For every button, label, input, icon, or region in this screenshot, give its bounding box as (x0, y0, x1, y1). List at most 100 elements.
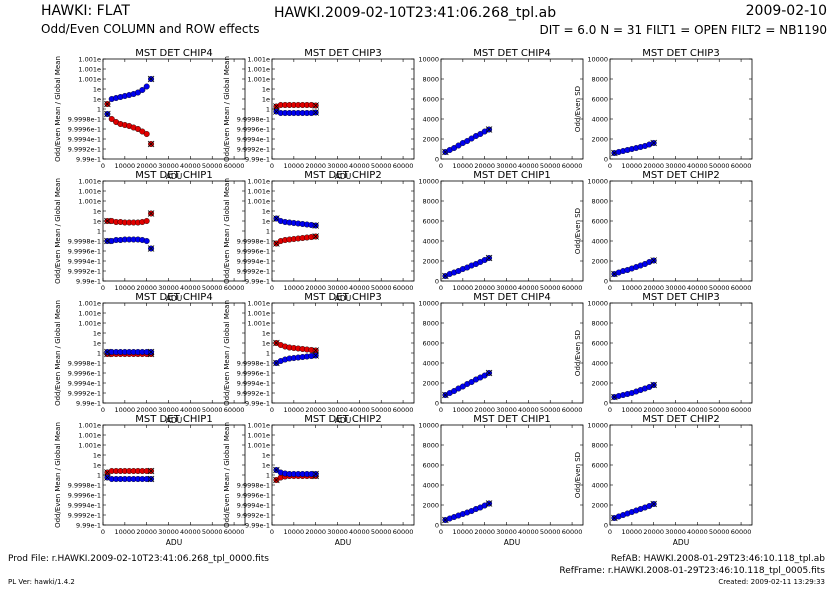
y-tick-label: 1.001e (247, 320, 270, 328)
y-tick-label: 4000 (591, 482, 608, 490)
data-point (143, 83, 150, 90)
y-tick-label: 9.9992e-1 (237, 390, 270, 398)
y-tick-label: 9.99e-1 (76, 156, 101, 164)
y-tick-label: 9.99e-1 (76, 278, 101, 286)
x-tick-label: 40000 (180, 162, 201, 170)
y-tick-label: 9.9996e-1 (237, 370, 270, 378)
endpoint-cross-marker (485, 254, 493, 262)
y-tick-label: 0 (435, 156, 439, 164)
endpoint-cross-marker (650, 381, 657, 389)
plot-frame (102, 58, 246, 160)
endpoint-cross-marker (312, 109, 319, 116)
y-tick-label: 1.001e (247, 442, 270, 450)
data-point (139, 86, 146, 93)
y-tick-label: 9.99e-1 (76, 400, 101, 408)
endpoint-cross-marker (147, 140, 155, 148)
y-tick-label: 2000 (591, 258, 608, 266)
y-tick-label: 0 (604, 156, 608, 164)
x-tick-label: 60000 (731, 162, 752, 170)
y-tick-label: 1e (262, 96, 270, 104)
x-tick-label: 0 (101, 284, 105, 292)
x-tick-label: 30000 (665, 406, 686, 414)
x-tick-label: 20000 (474, 528, 495, 536)
x-tick-label: 0 (270, 528, 274, 536)
plot-frame (440, 424, 584, 526)
chart-title: MST DET CHIP1 (473, 170, 550, 181)
y-tick-label: 9.9996e-1 (237, 492, 270, 500)
plot-frame (102, 424, 246, 526)
x-tick-label: 60000 (224, 406, 245, 414)
x-tick-label: 20000 (305, 528, 326, 536)
y-tick-label: 1 (97, 472, 101, 480)
x-tick-label: 20000 (643, 406, 664, 414)
x-tick-label: 40000 (180, 528, 201, 536)
chart-title: MST DET CHIP2 (642, 170, 719, 181)
x-tick-label: 50000 (540, 528, 561, 536)
x-tick-label: 60000 (562, 284, 583, 292)
y-tick-label: 9.99e-1 (245, 400, 270, 408)
y-axis-label: Odd/Even Mean / Global Mean (54, 300, 62, 406)
chart-title: MST DET CHIP2 (304, 414, 381, 425)
plot-frame (271, 302, 415, 404)
y-tick-label: 1e (93, 86, 101, 94)
endpoint-cross-marker (312, 102, 319, 109)
chart-title: MST DET CHIP3 (304, 292, 381, 303)
y-tick-label: 8000 (591, 442, 608, 450)
x-tick-label: 10000 (115, 528, 136, 536)
y-tick-label: 2000 (422, 258, 439, 266)
chart-title: MST DET CHIP1 (135, 170, 212, 181)
x-tick-label: 60000 (393, 162, 414, 170)
y-tick-label: 0 (435, 400, 439, 408)
x-tick-label: 40000 (349, 406, 370, 414)
y-tick-label: 4000 (591, 116, 608, 124)
y-tick-label: 1.001e (78, 310, 101, 318)
x-tick-label: 60000 (562, 406, 583, 414)
y-tick-label: 9.9998e-1 (68, 360, 101, 368)
y-tick-label: 6000 (422, 218, 439, 226)
y-tick-label: 9.9998e-1 (237, 116, 270, 124)
x-tick-label: 40000 (687, 406, 708, 414)
x-tick-label: 20000 (305, 406, 326, 414)
x-tick-label: 0 (270, 284, 274, 292)
y-tick-label: 0 (435, 522, 439, 530)
y-tick-label: 9.9996e-1 (237, 248, 270, 256)
chart-title: MST DET CHIP2 (642, 414, 719, 425)
endpoint-cross-marker (650, 500, 657, 508)
report-title: HAWKI: FLAT (41, 3, 130, 19)
endpoint-cross-marker (104, 100, 111, 108)
y-tick-label: 9.9994e-1 (68, 502, 101, 510)
x-axis-label: ADU (166, 538, 182, 547)
x-axis-label: ADU (504, 538, 520, 547)
x-tick-label: 60000 (224, 162, 245, 170)
x-tick-label: 60000 (393, 284, 414, 292)
endpoint-cross-marker (104, 348, 111, 356)
endpoint-cross-marker (104, 237, 111, 245)
x-tick-label: 10000 (284, 406, 305, 414)
endpoint-cross-marker (650, 257, 657, 264)
x-tick-label: 10000 (622, 162, 643, 170)
x-tick-label: 10000 (622, 284, 643, 292)
x-tick-label: 10000 (115, 284, 136, 292)
x-tick-label: 60000 (224, 528, 245, 536)
x-tick-label: 50000 (709, 284, 730, 292)
y-axis-label: Odd/Even Mean / Global Mean (54, 178, 62, 284)
data-point (143, 217, 150, 224)
y-axis-label: Odd/Even SD (574, 330, 582, 376)
plot-frame (609, 58, 753, 160)
x-tick-label: 40000 (349, 284, 370, 292)
y-tick-label: 2000 (422, 502, 439, 510)
x-tick-label: 20000 (643, 162, 664, 170)
x-tick-label: 30000 (327, 528, 348, 536)
y-tick-label: 9.9992e-1 (237, 146, 270, 154)
y-tick-label: 1 (266, 228, 270, 236)
y-tick-label: 9.9998e-1 (237, 360, 270, 368)
x-tick-label: 20000 (136, 528, 157, 536)
y-tick-label: 9.9992e-1 (237, 268, 270, 276)
x-tick-label: 50000 (202, 284, 223, 292)
endpoint-cross-marker (147, 210, 155, 217)
x-tick-label: 30000 (496, 284, 517, 292)
plot-frame (271, 58, 415, 160)
x-axis-label: ADU (335, 294, 351, 303)
